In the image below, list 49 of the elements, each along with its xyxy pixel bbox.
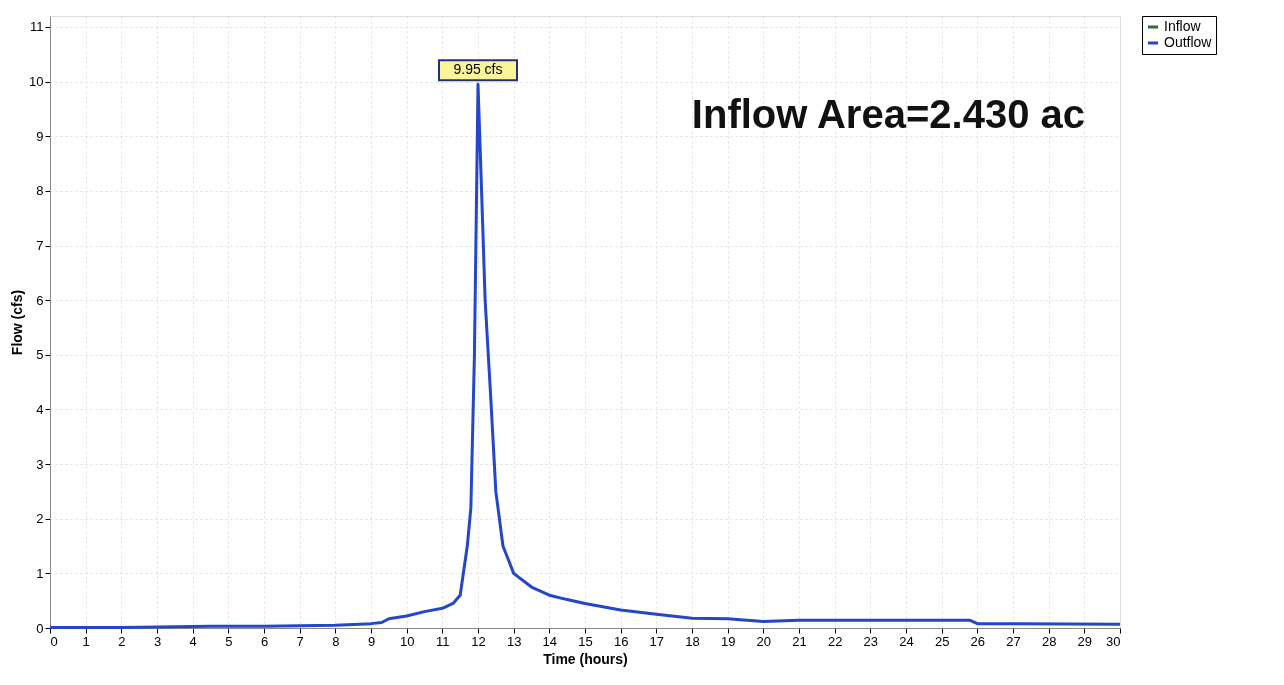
x-tick-label: 15 [578, 633, 593, 649]
x-tick-label: 17 [649, 633, 665, 649]
y-tick-label: 10 [29, 74, 44, 90]
x-tick-label: 16 [613, 633, 629, 649]
y-tick-label: 6 [36, 292, 44, 308]
legend-label: Inflow [1164, 18, 1202, 34]
x-tick-label: 8 [332, 633, 340, 649]
y-tick-label: 3 [36, 456, 44, 472]
x-tick-label: 26 [970, 633, 986, 649]
x-tick-label: 14 [542, 633, 558, 649]
x-tick-label: 21 [792, 633, 807, 649]
y-tick-label: 2 [36, 511, 44, 527]
annotation: 9.95 cfs [453, 61, 503, 78]
x-tick-label: 11 [436, 633, 450, 649]
y-tick-label: 7 [36, 238, 44, 253]
x-tick-label: 4 [189, 633, 197, 649]
x-axis-title: Time (hours) [543, 650, 628, 667]
x-tick-label: 5 [225, 633, 233, 649]
x-tick-label: 19 [720, 633, 736, 649]
x-tick-label: 24 [899, 633, 914, 649]
x-tick-label: 27 [1006, 633, 1021, 649]
x-tick-label: 30 [1106, 633, 1121, 649]
x-tick-label: 2 [118, 633, 126, 649]
x-tick-label: 3 [153, 633, 162, 649]
x-tick-label: 20 [756, 633, 772, 649]
x-tick-label: 22 [827, 633, 843, 649]
x-tick-label: 18 [685, 633, 700, 649]
y-tick-label: 4 [36, 401, 44, 417]
y-tick-label: 0 [36, 620, 44, 636]
y-tick-label: 11 [30, 19, 44, 35]
x-tick-label: 25 [934, 633, 950, 649]
x-tick-label: 0 [50, 633, 58, 649]
x-tick-label: 28 [1041, 633, 1057, 649]
x-tick-label: 1 [82, 633, 90, 649]
x-tick-label: 9 [367, 633, 376, 649]
y-tick-label: 5 [36, 347, 44, 363]
x-tick-label: 29 [1077, 633, 1093, 649]
x-tick-label: 10 [399, 633, 415, 649]
x-tick-label: 7 [296, 633, 304, 649]
x-tick-label: 12 [471, 633, 486, 649]
legend-label: Outflow [1164, 34, 1213, 50]
x-tick-label: 6 [260, 633, 269, 649]
x-tick-label: 13 [506, 633, 522, 649]
x-tick-label: 23 [863, 633, 879, 649]
y-tick-label: 9 [36, 128, 44, 144]
y-axis-title: Flow (cfs) [9, 289, 26, 356]
y-tick-label: 1 [36, 565, 44, 581]
annotation: Inflow Area=2.430 ac [691, 92, 1085, 136]
y-tick-label: 8 [36, 183, 44, 199]
